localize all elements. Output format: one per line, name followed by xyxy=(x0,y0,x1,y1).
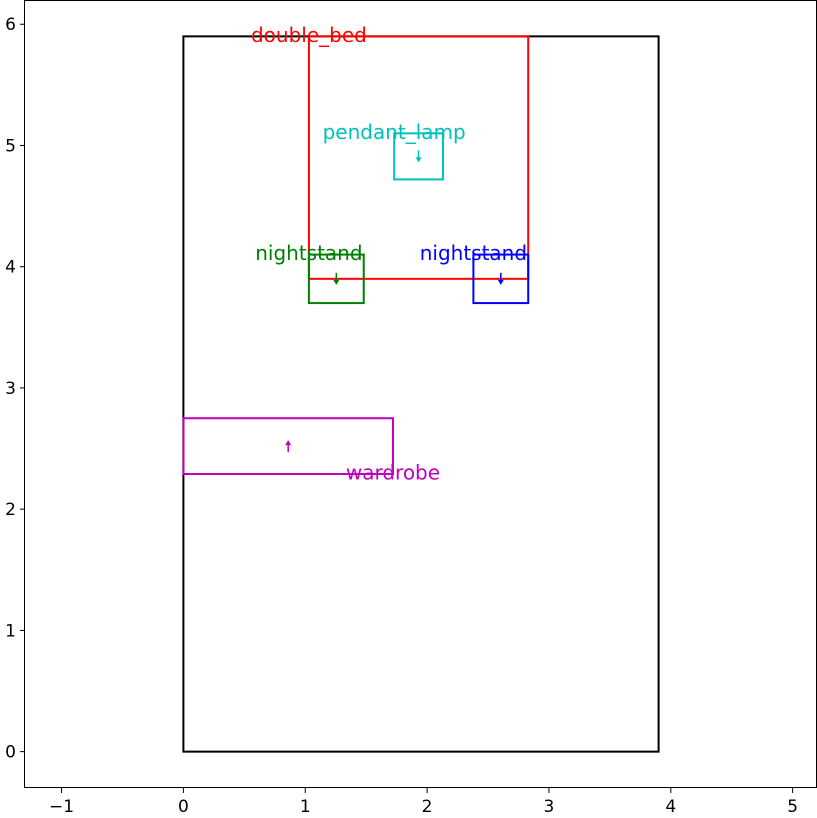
furniture-pendant-lamp: pendant_lamp xyxy=(323,120,466,181)
y-tick-label: 3 xyxy=(5,379,16,399)
furniture-nightstand: nightstand xyxy=(255,241,365,305)
y-tick-label: 2 xyxy=(5,500,16,520)
y-tick-label: 5 xyxy=(5,136,16,156)
furniture-box xyxy=(307,35,530,280)
furniture-label: nightstand xyxy=(420,241,527,265)
furniture-box xyxy=(182,417,394,476)
x-tick-label: 3 xyxy=(544,797,555,817)
furniture-label: pendant_lamp xyxy=(323,120,466,144)
furniture-nightstand: nightstand xyxy=(420,241,530,305)
plot-area-frame xyxy=(24,0,817,788)
y-tick-label: 1 xyxy=(5,621,16,641)
x-tick-label: 5 xyxy=(787,797,798,817)
x-tick-label: −1 xyxy=(49,797,74,817)
furniture-box xyxy=(472,253,530,305)
x-tick-label: 4 xyxy=(665,797,676,817)
arrow-head-icon xyxy=(285,440,292,446)
furniture-label: nightstand xyxy=(255,241,362,265)
furniture-box xyxy=(307,253,365,305)
furniture-double-bed: double_bed xyxy=(251,23,530,280)
furniture-label: double_bed xyxy=(251,23,367,47)
y-tick-label: 0 xyxy=(5,743,16,763)
y-tick-label: 4 xyxy=(5,258,16,278)
x-tick-label: 1 xyxy=(300,797,311,817)
furniture-box xyxy=(393,132,444,181)
y-tick-label: 6 xyxy=(5,15,16,35)
arrow-head-icon xyxy=(415,157,422,163)
furniture-wardrobe: wardrobe xyxy=(182,417,440,485)
x-tick-label: 0 xyxy=(178,797,189,817)
furniture-label: wardrobe xyxy=(346,461,440,485)
arrow-head-icon xyxy=(497,279,504,285)
arrow-head-icon xyxy=(333,279,340,285)
x-tick-label: 2 xyxy=(422,797,433,817)
